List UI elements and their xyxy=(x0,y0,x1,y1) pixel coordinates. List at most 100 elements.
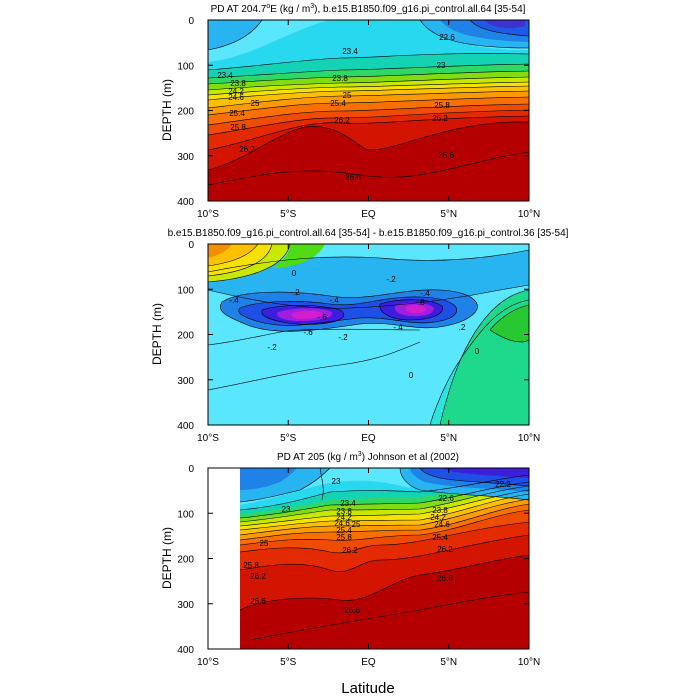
contour-label: 25 xyxy=(260,539,269,548)
contour-label: -.2 xyxy=(386,275,396,284)
x-tick-label: 5°S xyxy=(280,433,297,444)
contour-label: 0 xyxy=(475,347,480,356)
y-tick-label: 400 xyxy=(177,645,194,656)
x-tick-label: 10°S xyxy=(197,209,219,220)
y-tick-label: 100 xyxy=(177,61,194,72)
contour-label: 24.2 xyxy=(430,513,446,522)
x-tick-label: 5°N xyxy=(440,657,457,668)
x-tick-label: 10°S xyxy=(197,657,219,668)
contour-label: 23.8 xyxy=(332,74,348,83)
contour-label: 25.4 xyxy=(336,526,352,535)
y-tick-label: 100 xyxy=(177,509,194,520)
contour-label: -.4 xyxy=(393,323,403,332)
panel-3: PD AT 205 (kg / m3) Johnson et al (2002) xyxy=(160,451,540,668)
contour-label: 22.6 xyxy=(439,33,455,42)
x-tick-label: 10°S xyxy=(197,433,219,444)
contour-label: 24.6 xyxy=(334,519,350,528)
y-tick-label: 200 xyxy=(177,331,194,342)
contour-label: 22.6 xyxy=(438,494,454,503)
contour-label: 26.2 xyxy=(239,145,255,154)
contour-label: 25.8 xyxy=(230,123,246,132)
contour-label: 25.4 xyxy=(229,109,245,118)
contour-label: 22.2 xyxy=(495,480,511,489)
y-tick-label: 300 xyxy=(177,600,194,611)
contour-label: 24.2 xyxy=(228,87,244,96)
contour-label: 0 xyxy=(292,269,297,278)
x-tick-label: 5°N xyxy=(440,209,457,220)
x-tick-label: 10°N xyxy=(518,433,540,444)
y-tick-label: 0 xyxy=(188,16,194,27)
y-tick-label: 300 xyxy=(177,152,194,163)
contour-label: 25 xyxy=(343,91,352,100)
y-tick-label: 400 xyxy=(177,197,194,208)
contour-label: 25 xyxy=(251,99,260,108)
panel-1: PD AT 204.7oE (kg / m3), b.e15.B1850.f09… xyxy=(160,3,540,220)
panel-2-axes: 10°S 5°S EQ 5°N 10°N 0 100 200 300 400 xyxy=(177,240,540,444)
panel-3-title: PD AT 205 (kg / m3) Johnson et al (2002) xyxy=(277,451,459,463)
contour-label: 26.6 xyxy=(437,574,453,583)
contour-label: 26.2 xyxy=(432,114,448,123)
contour-label: 23.4 xyxy=(342,47,358,56)
contour-label: 25.4 xyxy=(330,99,346,108)
x-tick-label: 10°N xyxy=(518,657,540,668)
contour-label: 25.8 xyxy=(434,101,450,110)
contour-label: 24.6 xyxy=(228,93,244,102)
contour-label: 26.6 xyxy=(438,151,454,160)
contour-label: 23.8 xyxy=(336,507,352,516)
panel-3-contour-labels: 22.2 22.6 23 23 23.4 23.8 23.8 24.2 24.2… xyxy=(243,477,511,615)
contour-label: -.4 xyxy=(420,289,430,298)
panel-1-title: PD AT 204.7oE (kg / m3), b.e15.B1850.f09… xyxy=(211,3,526,15)
x-axis-label: Latitude xyxy=(341,680,394,697)
contour-label: -.6 xyxy=(303,328,313,337)
contour-label: -.4 xyxy=(229,296,239,305)
contour-label: 25.8 xyxy=(243,561,259,570)
y-tick-label: 200 xyxy=(177,107,194,118)
x-tick-label: EQ xyxy=(361,209,376,220)
contour-label: 0 xyxy=(409,371,414,380)
contour-label: -.2 xyxy=(338,333,348,342)
x-tick-label: 5°N xyxy=(440,433,457,444)
panel-1-contour-labels: 22.6 23 23.4 23.4 23.8 23.8 24.2 24.6 25… xyxy=(217,33,455,182)
x-tick-label: 5°S xyxy=(280,657,297,668)
contour-label: 26.2 xyxy=(342,546,358,555)
y-tick-label: 200 xyxy=(177,555,194,566)
y-tick-label: 0 xyxy=(188,240,194,251)
x-tick-label: 10°N xyxy=(518,209,540,220)
panel-1-ylabel: DEPTH (m) xyxy=(160,79,174,141)
panel-1-contour-fill xyxy=(208,20,529,201)
contour-label: 25.8 xyxy=(336,533,352,542)
contour-label: 23.4 xyxy=(217,71,233,80)
contour-label: 23 xyxy=(282,505,291,514)
contour-label: -.2 xyxy=(267,343,277,352)
panel-2-contour-fill xyxy=(208,244,529,425)
contour-label: 24.2 xyxy=(336,513,352,522)
contour-label: 25.4 xyxy=(432,533,448,542)
x-tick-label: EQ xyxy=(361,657,376,668)
panel-2-contour-labels: 0 -.2 -.2 -.4 -.4 -.4 -.4 -.6 -.8 -.6 -.… xyxy=(229,269,479,380)
contour-label: 23.4 xyxy=(340,499,356,508)
contour-label: -.8 xyxy=(415,298,425,307)
y-tick-label: 400 xyxy=(177,421,194,432)
x-tick-label: EQ xyxy=(361,433,376,444)
contour-label: 26.6 xyxy=(345,173,361,182)
panel-3-axes: 10°S 5°S EQ 5°N 10°N 0 100 200 300 400 xyxy=(177,464,540,668)
contour-label: -.6 xyxy=(317,313,327,322)
panel-1-axes: 10°S 5°S EQ 5°N 10°N 0 100 200 300 400 xyxy=(177,16,540,220)
contour-label: 24.6 xyxy=(434,520,450,529)
y-tick-label: 100 xyxy=(177,285,194,296)
panel-2-ylabel: DEPTH (m) xyxy=(150,303,164,365)
contour-label: 23 xyxy=(332,477,341,486)
contour-label: 26.6 xyxy=(344,606,360,615)
contour-label: 25 xyxy=(352,520,361,529)
contour-label: 26.2 xyxy=(250,572,266,581)
y-tick-label: 0 xyxy=(188,464,194,475)
panel-3-ylabel: DEPTH (m) xyxy=(160,527,174,589)
contour-label: 26.2 xyxy=(334,116,350,125)
panel-2: b.e15.B1850.f09_g16.pi_control.all.64 [3… xyxy=(150,228,569,444)
contour-label: 26.6 xyxy=(250,597,266,606)
x-tick-label: 5°S xyxy=(280,209,297,220)
contour-label: 26.2 xyxy=(437,545,453,554)
contour-label: -.4 xyxy=(329,296,339,305)
contour-label: 23.8 xyxy=(432,506,448,515)
